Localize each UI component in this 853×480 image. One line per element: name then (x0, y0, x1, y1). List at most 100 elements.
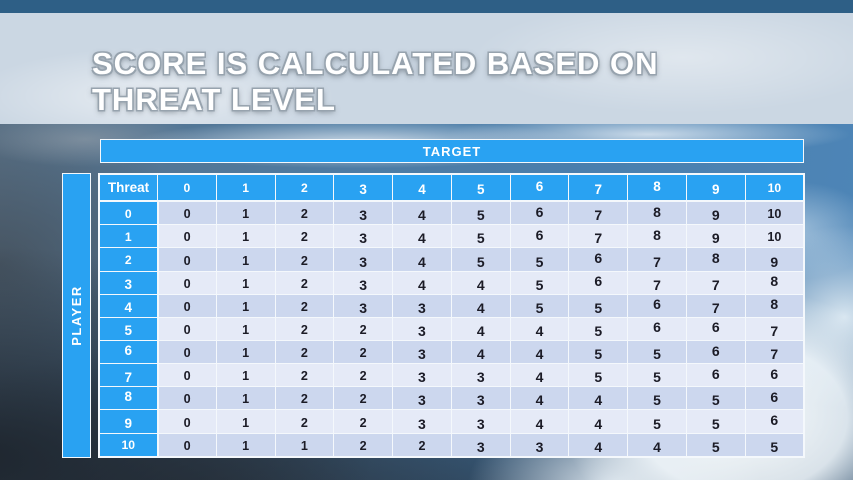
score-cell: 8 (627, 224, 687, 249)
digit: 4 (535, 322, 544, 339)
digit: 5 (535, 299, 544, 316)
digit: 5 (594, 322, 603, 339)
target-column-header: 2 (274, 173, 335, 202)
digit: 1 (767, 207, 775, 222)
digit: 1 (242, 207, 250, 222)
player-threat-row-label: 1 (98, 224, 159, 249)
score-cell: 5 (568, 363, 629, 388)
digit: 0 (124, 206, 132, 221)
score-cell: 2 (333, 432, 394, 458)
digit: 1 (242, 415, 250, 430)
digit: 7 (653, 276, 661, 293)
digit: 6 (711, 319, 720, 336)
target-header-bar: TARGET (100, 139, 804, 163)
score-cell: 1 (215, 432, 276, 458)
score-cell: 5 (568, 316, 629, 342)
digit: 1 (121, 438, 129, 453)
digit: 1 (242, 299, 250, 314)
digit: 3 (124, 277, 132, 293)
score-cell: 7 (685, 270, 746, 295)
digit: 2 (359, 392, 367, 407)
score-cell: 5 (627, 409, 687, 434)
score-cell: 5 (627, 340, 687, 365)
digit: 3 (476, 369, 485, 386)
digit: 9 (712, 182, 720, 197)
score-cell: 9 (685, 200, 746, 226)
player-header-bar: PLAYER (62, 173, 91, 458)
digit: 4 (476, 322, 485, 339)
score-cell: 5 (450, 247, 511, 272)
digit: 2 (124, 253, 132, 268)
digit: 0 (183, 438, 191, 453)
score-row: 1 0 1 2 3 4 5 6 7 8 9 10 (98, 224, 805, 249)
score-cell: 4 (450, 293, 511, 318)
score-cell: 5 (568, 293, 629, 318)
digit: 1 (767, 230, 775, 245)
score-cell: 2 (274, 386, 335, 411)
score-cell: 4 (450, 316, 511, 342)
digit: 0 (183, 322, 191, 337)
score-cell: 0 (157, 432, 217, 458)
score-cell: 6 (744, 409, 805, 434)
digit: 6 (653, 319, 661, 336)
digit: 0 (183, 276, 191, 291)
digit: 2 (359, 438, 367, 453)
digit: 7 (770, 346, 779, 363)
score-cell: 4 (392, 270, 452, 295)
target-column-header: 6 (509, 173, 570, 202)
digit: 5 (124, 323, 132, 339)
score-cell: 8 (744, 270, 805, 295)
digit: 6 (770, 388, 779, 405)
score-cell: 6 (685, 340, 746, 365)
score-cell: 1 (215, 340, 276, 365)
digit: 6 (535, 178, 544, 194)
player-threat-row-label: 8 (98, 386, 159, 411)
score-cell: 4 (568, 409, 629, 434)
target-column-header: 5 (450, 173, 511, 202)
score-cell: 7 (568, 224, 629, 249)
digit: 0 (183, 207, 191, 222)
score-cell: 6 (568, 270, 629, 295)
score-cell: 1 (215, 270, 276, 295)
score-cell: 2 (274, 247, 335, 272)
digit: 0 (183, 299, 191, 314)
score-cell: 0 (157, 409, 217, 434)
score-cell: 1 (215, 293, 276, 318)
score-cell: 6 (627, 293, 687, 318)
digit: 1 (242, 181, 250, 195)
digit: 1 (300, 438, 308, 453)
digit: 8 (653, 226, 661, 243)
digit: 4 (535, 346, 544, 363)
score-cell: 1 (215, 316, 276, 342)
score-cell: 7 (627, 247, 687, 272)
score-cell: 4 (509, 386, 570, 411)
score-cell: 2 (333, 363, 394, 388)
digit: 7 (711, 276, 720, 293)
player-threat-row-label: 0 (98, 200, 159, 226)
digit: 6 (711, 365, 720, 382)
digit: 4 (124, 300, 132, 316)
digit: 2 (300, 346, 308, 361)
score-cell: 3 (333, 224, 394, 249)
player-threat-row-label: 4 (98, 293, 159, 318)
score-cell: 3 (450, 409, 511, 434)
digit: 3 (535, 438, 544, 455)
score-cell: 5 (509, 247, 570, 272)
target-column-header: 4 (392, 173, 452, 202)
score-row: 10 0 1 1 2 2 3 3 4 4 5 5 (98, 432, 805, 458)
digit: 4 (418, 253, 426, 270)
score-cell: 2 (274, 224, 335, 249)
score-cell: 7 (568, 200, 629, 226)
score-cell: 3 (392, 316, 452, 342)
score-cell: 10 (744, 200, 805, 226)
score-cell: 2 (274, 363, 335, 388)
digit: 4 (535, 415, 544, 432)
player-threat-row-label: 7 (98, 363, 159, 388)
score-cell: 5 (509, 293, 570, 318)
score-cell: 4 (509, 340, 570, 365)
digit: 6 (653, 296, 661, 313)
digit: 5 (711, 438, 720, 455)
score-cell: 6 (685, 316, 746, 342)
digit: 4 (653, 438, 661, 455)
digit: 3 (476, 438, 485, 455)
